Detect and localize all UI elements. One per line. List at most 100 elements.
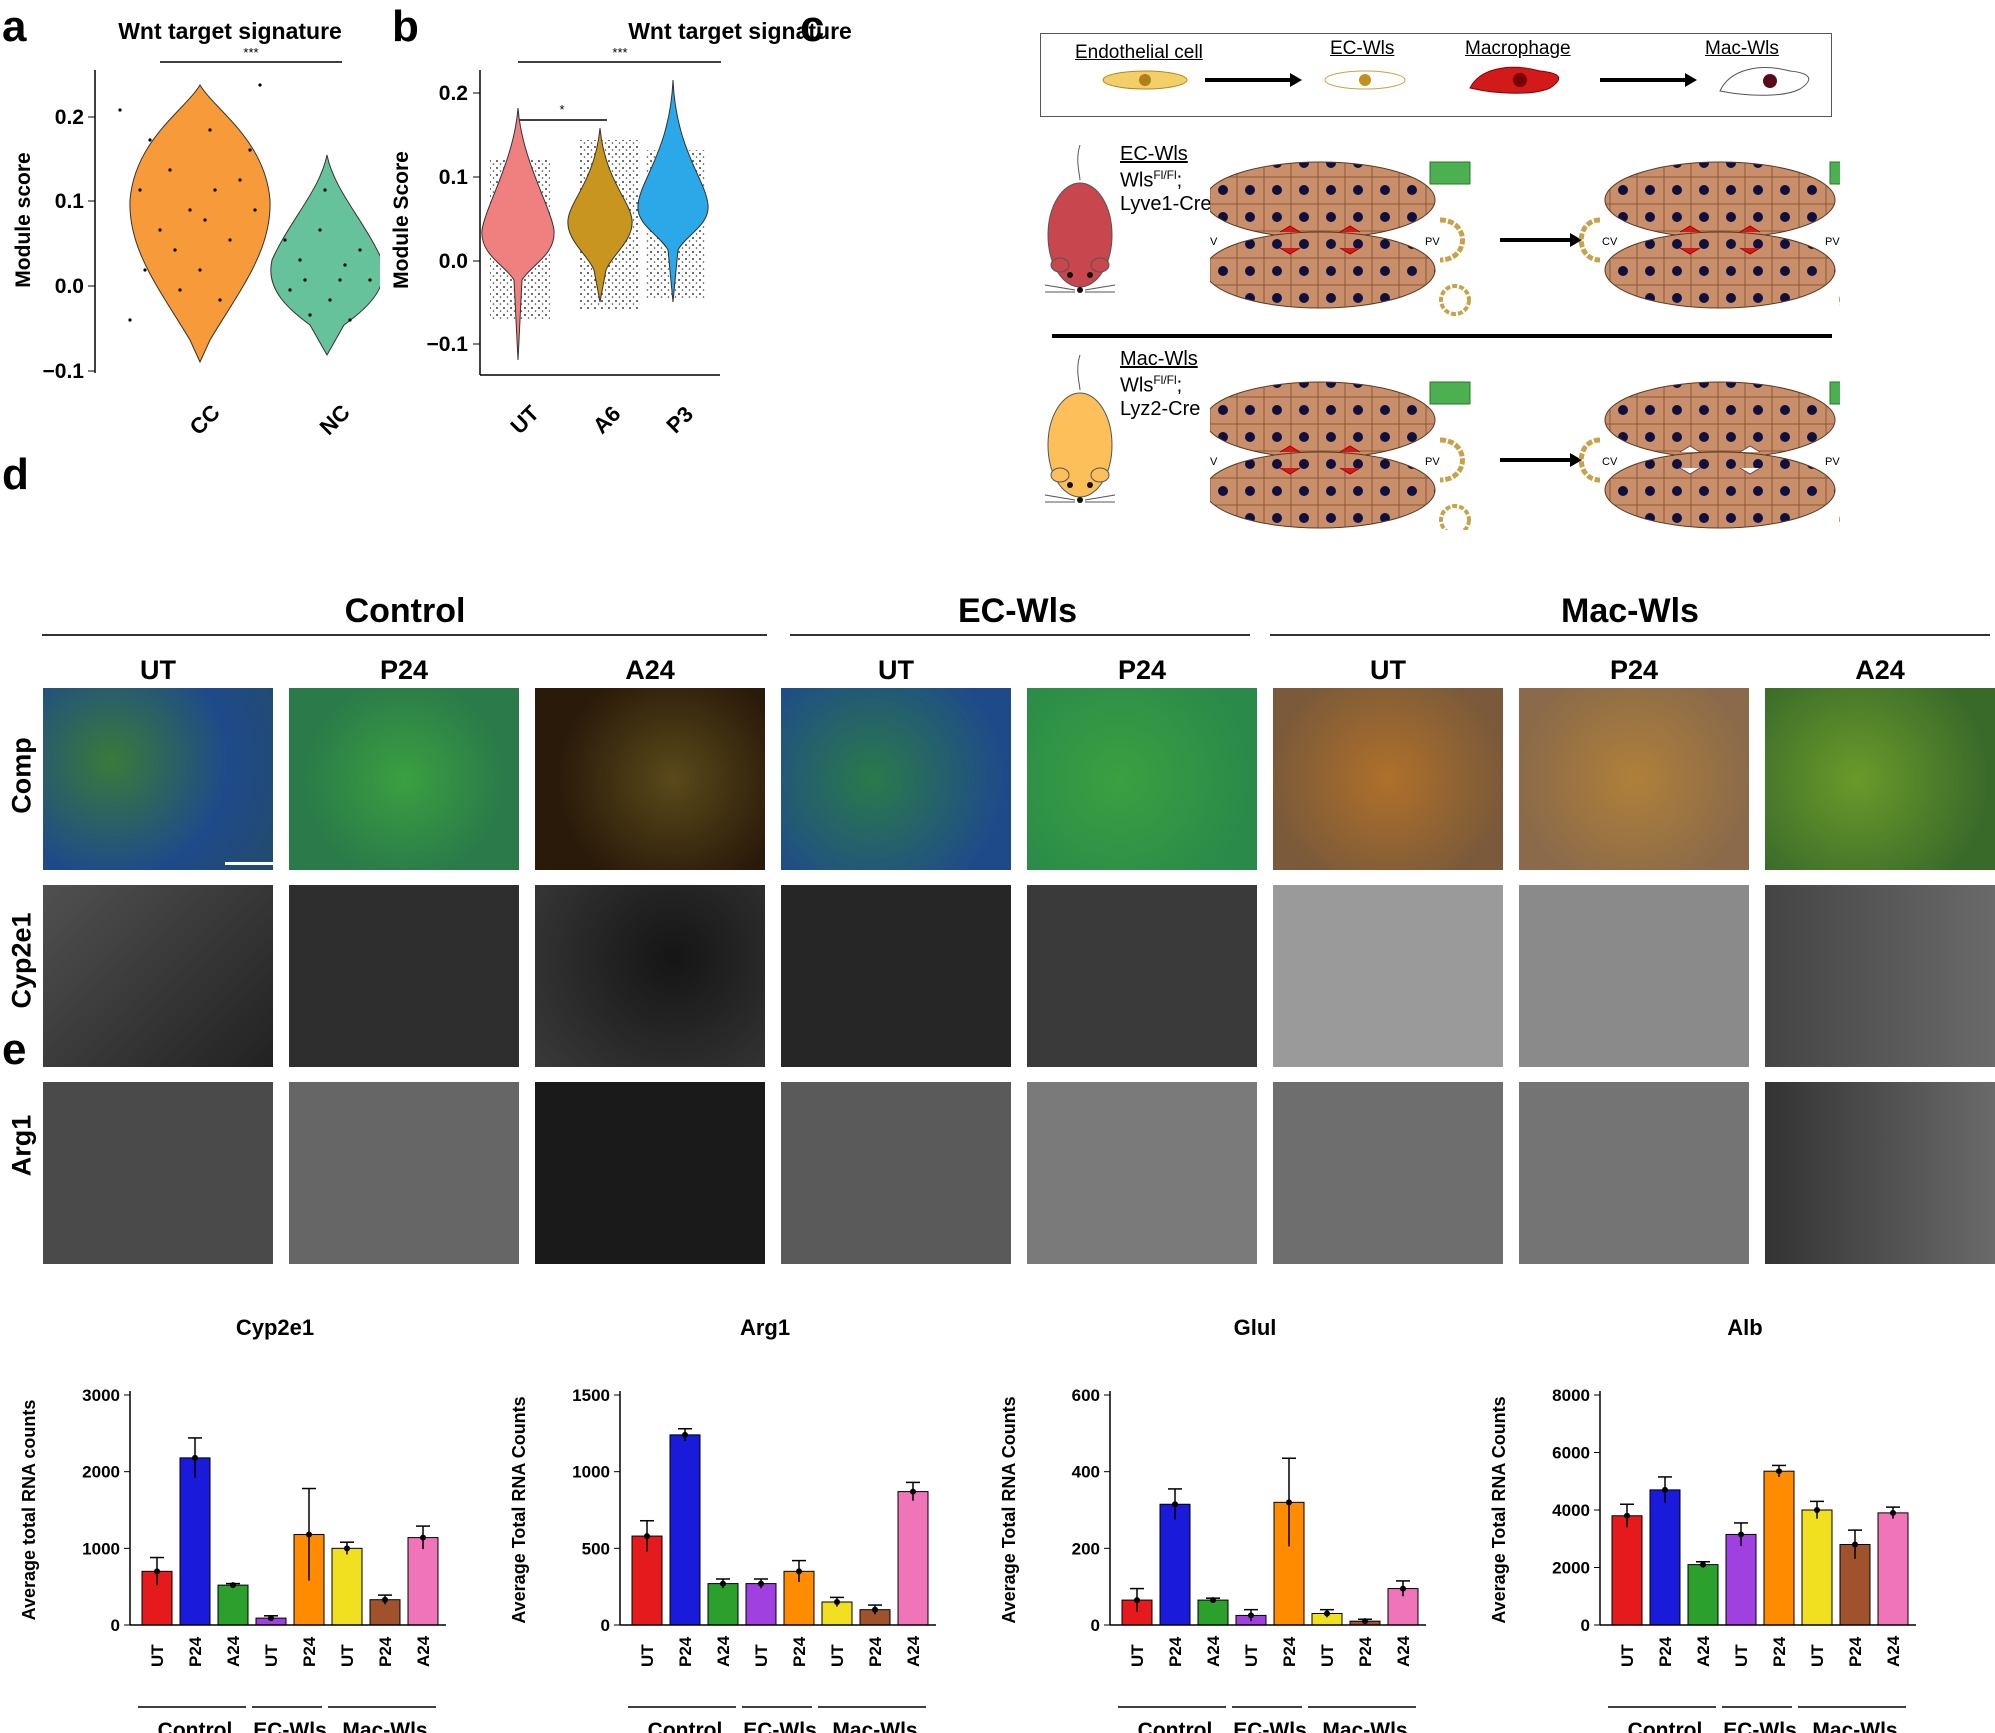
bar-0-5 <box>331 1547 363 1626</box>
x-tick-label-3-7: A24 <box>1884 1635 1903 1667</box>
y-tick-label-1-0: 0 <box>601 1616 610 1635</box>
data-point-3-4 <box>1776 1468 1782 1475</box>
col-label-4: UT <box>878 655 914 685</box>
panel-a-ytick-1: 0.2 <box>55 106 84 129</box>
bar-3-7 <box>1877 1512 1909 1626</box>
red-mouse-icon <box>1044 144 1116 293</box>
panel-b-xtick-ut: UT <box>505 400 544 439</box>
row1-geno-sup: Fl/Fl <box>1153 168 1177 182</box>
group-label-1-1: EC-Wls <box>743 1719 817 1733</box>
data-point-0-2 <box>230 1582 236 1589</box>
bar-3-4 <box>1763 1470 1795 1626</box>
group-label-0-1: EC-Wls <box>253 1719 327 1733</box>
data-point-1-0 <box>644 1533 650 1540</box>
group-label-2-0: Control <box>1138 1719 1213 1733</box>
y-tick-label-2-2: 400 <box>1072 1463 1100 1482</box>
data-point-2-3 <box>1248 1612 1254 1619</box>
tile-cyp2e1-1 <box>43 885 273 1067</box>
row-label-arg1: Arg1 <box>6 1114 37 1177</box>
pv-label-3: PV <box>1425 456 1440 468</box>
x-tick-label-0-2: A24 <box>224 1635 243 1667</box>
group-label-2-1: EC-Wls <box>1233 1719 1307 1733</box>
data-point-0-3 <box>268 1615 274 1622</box>
bar-1-1 <box>669 1434 701 1626</box>
panel-b-ylabel: Module Score <box>390 151 413 289</box>
cv-label-4: CV <box>1602 456 1618 468</box>
panel-label-d: d <box>2 450 29 499</box>
x-tick-label-1-6: P24 <box>866 1636 885 1667</box>
data-point-0-5 <box>344 1545 350 1552</box>
tile-cyp2e1-8 <box>1765 885 1995 1067</box>
group-label-0-0: Control <box>158 1719 233 1733</box>
panel-b-xtick-p3: P3 <box>661 401 698 438</box>
cv-label-3: CV <box>1210 456 1218 468</box>
group-line-control <box>42 634 767 636</box>
col-label-1: UT <box>140 655 176 685</box>
panel-a-ytick-2: 0.1 <box>55 190 85 213</box>
legend-macwls-label: Mac-Wls <box>1705 38 1779 59</box>
panel-b-sig-inner: * <box>559 102 564 117</box>
panel-b-sig-top: *** <box>612 45 627 60</box>
row2-geno-sup: Fl/Fl <box>1153 373 1177 387</box>
tile-comp-7 <box>1519 688 1749 870</box>
x-tick-label-1-1: P24 <box>676 1636 695 1667</box>
data-point-1-5 <box>834 1599 840 1605</box>
group-label-3-2: Mac-Wls <box>1812 1719 1897 1733</box>
violin-points <box>118 83 372 322</box>
col-label-7: P24 <box>1609 655 1659 685</box>
x-tick-label-2-4: P24 <box>1280 1636 1299 1667</box>
x-tick-label-2-1: P24 <box>1166 1636 1185 1667</box>
panel-a-ylabel: Module score <box>12 152 35 287</box>
data-point-3-7 <box>1890 1509 1896 1516</box>
col-label-3: A24 <box>625 655 675 685</box>
col-label-8: A24 <box>1855 655 1905 685</box>
panel-label-c: c <box>800 2 825 51</box>
tile-arg1-7 <box>1519 1082 1749 1264</box>
y-tick-label-3-0: 0 <box>1581 1616 1590 1635</box>
x-tick-label-1-3: UT <box>752 1644 771 1667</box>
x-tick-label-2-5: UT <box>1318 1644 1337 1667</box>
x-tick-label-2-3: UT <box>1242 1644 1261 1667</box>
bar-0-7 <box>407 1537 439 1626</box>
row1-genotype: WlsFl/Fl; <box>1120 168 1182 193</box>
x-tick-label-1-2: A24 <box>714 1635 733 1667</box>
y-axis-label-1: Average Total RNA Counts <box>509 1396 529 1623</box>
panel-a-xtick-nc: NC <box>315 400 355 440</box>
data-point-2-5 <box>1324 1610 1330 1617</box>
y-tick-label-3-3: 6000 <box>1552 1444 1590 1463</box>
bar-3-2 <box>1687 1564 1719 1626</box>
bar-2-1 <box>1159 1503 1191 1626</box>
violin-cc <box>129 84 271 364</box>
group-label-0-2: Mac-Wls <box>342 1719 427 1733</box>
row2-name: Mac-Wls <box>1120 348 1198 370</box>
x-tick-label-0-6: P24 <box>376 1636 395 1667</box>
tile-arg1-8 <box>1765 1082 1995 1264</box>
y-axis-label-0: Average total RNA counts <box>19 1400 39 1621</box>
violin-nc <box>270 154 380 357</box>
data-point-0-6 <box>382 1596 388 1603</box>
row-label-cyp2e1: Cyp2e1 <box>6 912 37 1009</box>
lobule-3: CV PV <box>1210 381 1471 530</box>
y-tick-label-3-4: 8000 <box>1552 1386 1590 1405</box>
row2-cre: Lyz2-Cre <box>1120 398 1201 420</box>
x-tick-label-2-6: P24 <box>1356 1636 1375 1667</box>
x-tick-label-1-7: A24 <box>904 1635 923 1667</box>
panel-b-ytick-3: 0.0 <box>439 250 468 273</box>
bar-1-7 <box>897 1491 929 1626</box>
data-point-2-0 <box>1134 1597 1140 1604</box>
cv-label: CV <box>1210 236 1218 248</box>
panel-b-title: Wnt target signature <box>628 18 852 44</box>
tile-comp-4 <box>781 688 1011 870</box>
panel-a-xtick-cc: CC <box>185 400 225 440</box>
group-ec-wls: EC-Wls <box>958 592 1077 630</box>
data-point-2-4 <box>1286 1499 1292 1506</box>
row1-name: EC-Wls <box>1120 143 1188 165</box>
bar-1-3 <box>745 1583 777 1626</box>
panel-a-sig: *** <box>243 45 258 60</box>
row-label-comp: Comp <box>6 737 37 814</box>
data-point-3-1 <box>1662 1486 1668 1493</box>
scale-bar <box>225 862 273 865</box>
tile-comp-6 <box>1273 688 1503 870</box>
pv-label: PV <box>1425 236 1440 248</box>
